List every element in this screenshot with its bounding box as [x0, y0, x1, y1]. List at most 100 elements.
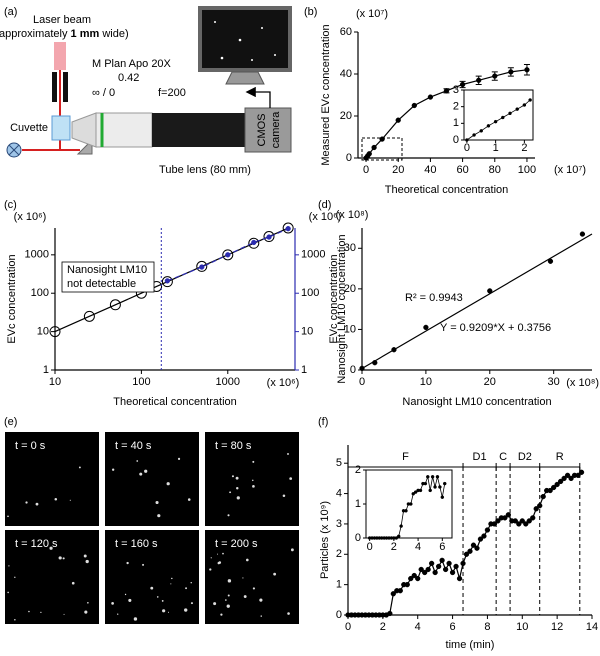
data-point	[484, 527, 491, 533]
annotation: R² = 0.9943	[405, 292, 463, 304]
particle	[133, 617, 138, 621]
data-point	[547, 487, 553, 494]
particle	[222, 552, 224, 555]
particle	[111, 602, 114, 605]
data-point	[470, 542, 477, 548]
data-point	[442, 481, 447, 486]
panel-label: (e)	[4, 416, 17, 428]
data-point	[528, 98, 532, 102]
y2-multiplier: (x 10⁶)	[309, 211, 342, 223]
data-point	[266, 234, 272, 240]
x-tick-label: 20	[392, 164, 404, 176]
data-point	[397, 588, 403, 594]
data-point	[366, 151, 372, 157]
x-tick-label: 6	[439, 541, 445, 553]
data-point	[425, 566, 431, 573]
x-tick-label: 0	[363, 164, 369, 176]
annotation: Nanosight LM10	[67, 264, 147, 276]
data-point	[554, 481, 560, 488]
data-point	[109, 299, 121, 311]
x-tick-label: 80	[489, 164, 501, 176]
x-tick-label: 2	[521, 142, 527, 154]
particle	[156, 596, 159, 598]
data-point	[196, 260, 208, 272]
particle	[87, 601, 89, 604]
y2-tick-label: 100	[301, 287, 319, 299]
particle	[62, 557, 65, 560]
particle	[7, 515, 9, 518]
data-point	[522, 103, 527, 107]
objective-na: 0.42	[118, 72, 139, 84]
particle	[252, 460, 255, 463]
frame-label: t = 0 s	[15, 440, 46, 452]
data-point	[411, 492, 415, 496]
data-point	[491, 521, 498, 527]
panel-label: (f)	[318, 416, 328, 428]
data-point	[530, 515, 536, 521]
particle	[28, 610, 30, 613]
x-tick-label: 12	[551, 621, 563, 633]
particle	[117, 613, 119, 615]
particle	[260, 615, 262, 617]
laser-source	[54, 42, 66, 70]
y2-tick-label: 10	[301, 326, 313, 338]
particle	[177, 457, 181, 460]
data-point	[501, 115, 505, 120]
y-tick-label: 0	[336, 609, 342, 621]
data-point	[449, 569, 456, 576]
y-tick-label: 0	[453, 134, 459, 146]
x-tick-label: 100	[518, 164, 536, 176]
particle	[71, 581, 75, 585]
particle	[226, 604, 230, 608]
series-line	[167, 228, 289, 282]
x-axis-label: Theoretical concentration	[113, 396, 237, 408]
x-multiplier: (x 10⁶)	[267, 377, 300, 389]
data-point	[422, 569, 428, 576]
data-point	[442, 566, 449, 573]
data-point	[399, 524, 403, 528]
data-point	[575, 472, 581, 479]
data-point	[225, 252, 231, 258]
frame-image	[205, 530, 299, 624]
annotation: Y = 0.9209*X + 0.3756	[440, 322, 551, 334]
tube-lens	[152, 113, 245, 147]
particle	[84, 610, 88, 614]
y-axis-label: Particles (x 10⁹)	[319, 501, 331, 579]
particle	[220, 613, 223, 616]
particle	[124, 593, 127, 596]
particle	[242, 577, 244, 579]
laser-label: Laser beam	[33, 14, 91, 26]
y-tick-label: 30	[344, 242, 356, 254]
x-tick-label: 4	[415, 621, 421, 633]
data-point	[443, 88, 450, 94]
particle	[289, 477, 293, 480]
data-point	[516, 521, 522, 527]
panel-label: (c)	[4, 199, 17, 211]
particle	[58, 556, 62, 560]
dot	[261, 27, 263, 29]
particle	[54, 498, 58, 501]
y-tick-label: 40	[340, 68, 352, 80]
cuvette-label: Cuvette	[10, 122, 48, 134]
data-point	[456, 575, 463, 582]
data-point	[477, 536, 484, 542]
y-tick-label: 0	[355, 532, 361, 544]
data-point	[533, 506, 539, 512]
annotation-box	[61, 261, 155, 293]
x-tick-label: 100	[132, 376, 150, 388]
data-point	[438, 485, 442, 489]
data-point	[199, 264, 205, 270]
frame-label: t = 120 s	[15, 538, 58, 550]
data-point	[413, 490, 418, 494]
y-axis-label: EVc concentration	[6, 254, 18, 343]
data-point	[429, 560, 435, 567]
particle	[252, 479, 254, 482]
objective-conjugate: ∞ / 0	[92, 87, 115, 99]
y-tick-label: 1	[336, 579, 342, 591]
particle	[252, 485, 255, 488]
frame-image	[5, 432, 99, 526]
particle	[126, 561, 129, 565]
particle	[78, 466, 81, 469]
particle	[235, 476, 239, 480]
